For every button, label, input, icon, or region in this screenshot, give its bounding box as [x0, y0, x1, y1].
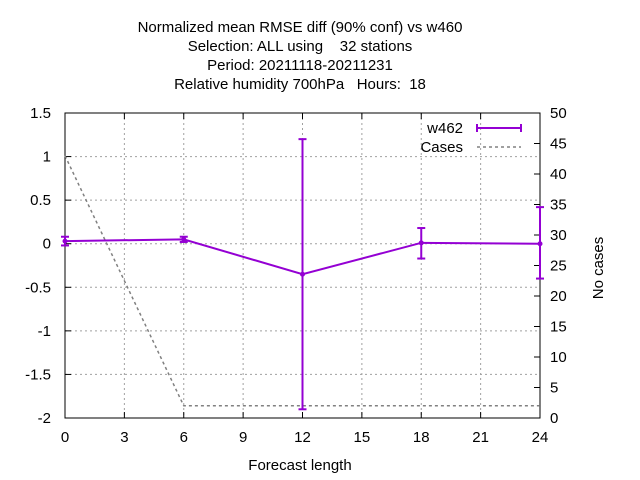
y-tick-label: 0 — [43, 236, 51, 253]
x-tick-label: 18 — [413, 429, 430, 446]
y2-tick-label: 30 — [550, 227, 567, 244]
data-point — [181, 236, 187, 242]
y2-tick-label: 35 — [550, 197, 567, 214]
y2-tick-label: 45 — [550, 136, 567, 153]
y2-tick-label: 15 — [550, 319, 567, 336]
title-line-3: Period: 20211118-20211231 — [207, 57, 393, 74]
title-line-2: Selection: ALL using 32 stations — [188, 38, 413, 55]
y-tick-label: 1.5 — [30, 105, 51, 122]
x-tick-label: 0 — [61, 429, 69, 446]
y-tick-label: -0.5 — [25, 279, 51, 296]
data-point — [537, 241, 543, 247]
x-tick-label: 3 — [120, 429, 128, 446]
y-tick-label: -1 — [38, 323, 51, 340]
x-tick-label: 6 — [180, 429, 188, 446]
y2-tick-label: 0 — [550, 410, 558, 427]
title-line-1: Normalized mean RMSE diff (90% conf) vs … — [138, 19, 463, 36]
series-layer — [61, 138, 544, 411]
data-point — [418, 240, 424, 246]
y2-tick-label: 25 — [550, 258, 567, 275]
y-tick-label: 1 — [43, 149, 51, 166]
y-tick-label: 0.5 — [30, 192, 51, 209]
x-tick-label: 12 — [294, 429, 311, 446]
y2-tick-label: 20 — [550, 288, 567, 305]
y2-tick-label: 10 — [550, 349, 567, 366]
legend-label-cases: Cases — [420, 139, 463, 156]
data-point — [300, 271, 305, 277]
x-axis-label: Forecast length — [248, 457, 351, 474]
tick-labels: 0 3 6 9 12 15 18 21 241.510.50-0.5-1-1.5-2504540… — [25, 105, 567, 446]
legend: w462 Cases — [420, 120, 522, 156]
y2-axis-label: No cases — [590, 237, 607, 300]
title-line-4: Relative humidity 700hPa Hours: 18 — [174, 76, 426, 93]
data-point — [62, 238, 68, 244]
x-tick-label: 9 — [239, 429, 247, 446]
x-tick-label: 15 — [354, 429, 371, 446]
y-tick-label: -1.5 — [25, 366, 51, 383]
y2-tick-label: 5 — [550, 380, 558, 397]
y2-tick-label: 40 — [550, 166, 567, 183]
y2-tick-label: 50 — [550, 105, 567, 122]
y-tick-label: -2 — [38, 410, 51, 427]
series-line-cases — [64, 155, 540, 407]
chart-title: Normalized mean RMSE diff (90% conf) vs … — [138, 19, 463, 93]
x-tick-label: 24 — [532, 429, 549, 446]
legend-label-w462: w462 — [426, 120, 463, 137]
x-tick-label: 21 — [472, 429, 489, 446]
